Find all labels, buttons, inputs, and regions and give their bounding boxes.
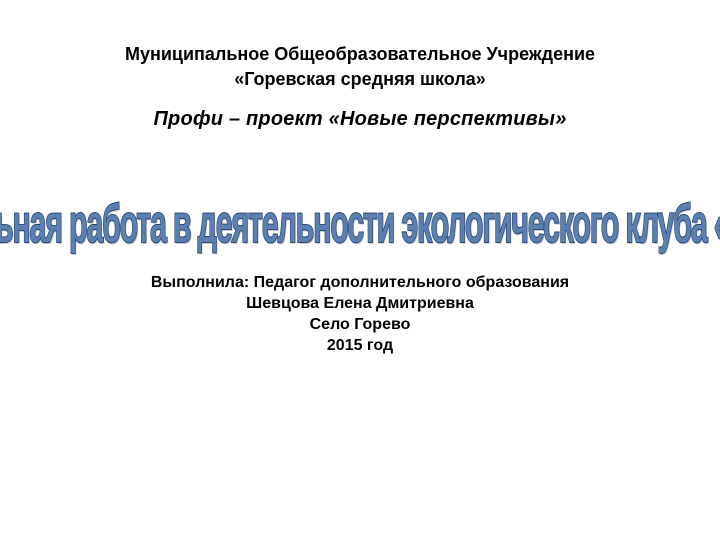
wordart-container: «Воспитательная работа в деятельности эк…	[60, 211, 660, 241]
slide: Муниципальное Общеобразовательное Учрежд…	[0, 0, 720, 540]
author-line-role: Выполнила: Педагог дополнительного образ…	[60, 273, 660, 293]
author-block: Выполнила: Педагог дополнительного образ…	[60, 273, 660, 356]
org-name-line2: «Горевская средняя школа»	[60, 69, 660, 90]
author-line-year: 2015 год	[60, 336, 660, 356]
author-line-place: Село Горево	[60, 315, 660, 335]
author-line-name: Шевцова Елена Дмитриевна	[60, 294, 660, 314]
project-title: Профи – проект «Новые перспективы»	[60, 108, 660, 131]
wordart-title: «Воспитательная работа в деятельности эк…	[0, 199, 720, 253]
org-name-line1: Муниципальное Общеобразовательное Учрежд…	[60, 44, 660, 65]
